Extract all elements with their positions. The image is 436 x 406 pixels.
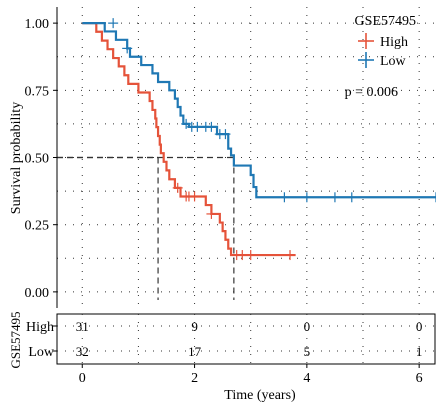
median-lines: [57, 156, 235, 300]
x-tick-label: 2: [191, 371, 198, 386]
risk-count-high: 9: [191, 319, 198, 334]
risk-row-label-low: Low: [28, 345, 55, 360]
survival-plot: 0.00 0.25 0.50 0.75 1.00 0 2 4 6: [25, 7, 436, 386]
y-tick-label: 0.25: [25, 219, 50, 234]
axes: 0.00 0.25 0.50 0.75 1.00 0 2 4 6: [25, 7, 423, 386]
legend: High Low: [358, 33, 408, 69]
risk-table: High 31 9 0 0 Low 32 17 5 1: [26, 313, 436, 365]
x-axis-label: Time (years): [224, 388, 296, 403]
risk-count-low: 5: [304, 344, 311, 359]
risk-count-high: 0: [304, 319, 311, 334]
risk-count-high: 31: [76, 319, 89, 334]
censor-marks: [108, 18, 436, 261]
risk-count-low: 32: [76, 344, 89, 359]
risk-count-low: 1: [416, 344, 423, 359]
y-axis-label: Survival probability: [9, 102, 24, 214]
x-tick-label: 0: [79, 371, 86, 386]
risk-count-low: 17: [188, 344, 202, 359]
risk-table-frame: [56, 313, 436, 365]
y-tick-label: 0.50: [25, 152, 50, 167]
km-curve-high: [82, 22, 296, 257]
y-tick-label: 0.00: [25, 286, 50, 301]
labels: Survival probability Time (years) GSE574…: [8, 14, 416, 403]
legend-label-low: Low: [380, 54, 407, 69]
legend-title: GSE57495: [355, 14, 416, 29]
x-tick-label: 6: [416, 371, 423, 386]
risk-row-label-high: High: [26, 320, 54, 335]
legend-label-high: High: [380, 35, 408, 50]
risk-count-high: 0: [416, 319, 423, 334]
y-tick-label: 1.00: [25, 17, 50, 32]
risk-table-y-label: GSE57495: [8, 311, 23, 368]
p-value-text: p = 0.006: [345, 85, 398, 100]
y-tick-label: 0.75: [25, 84, 50, 99]
x-tick-label: 4: [303, 371, 310, 386]
